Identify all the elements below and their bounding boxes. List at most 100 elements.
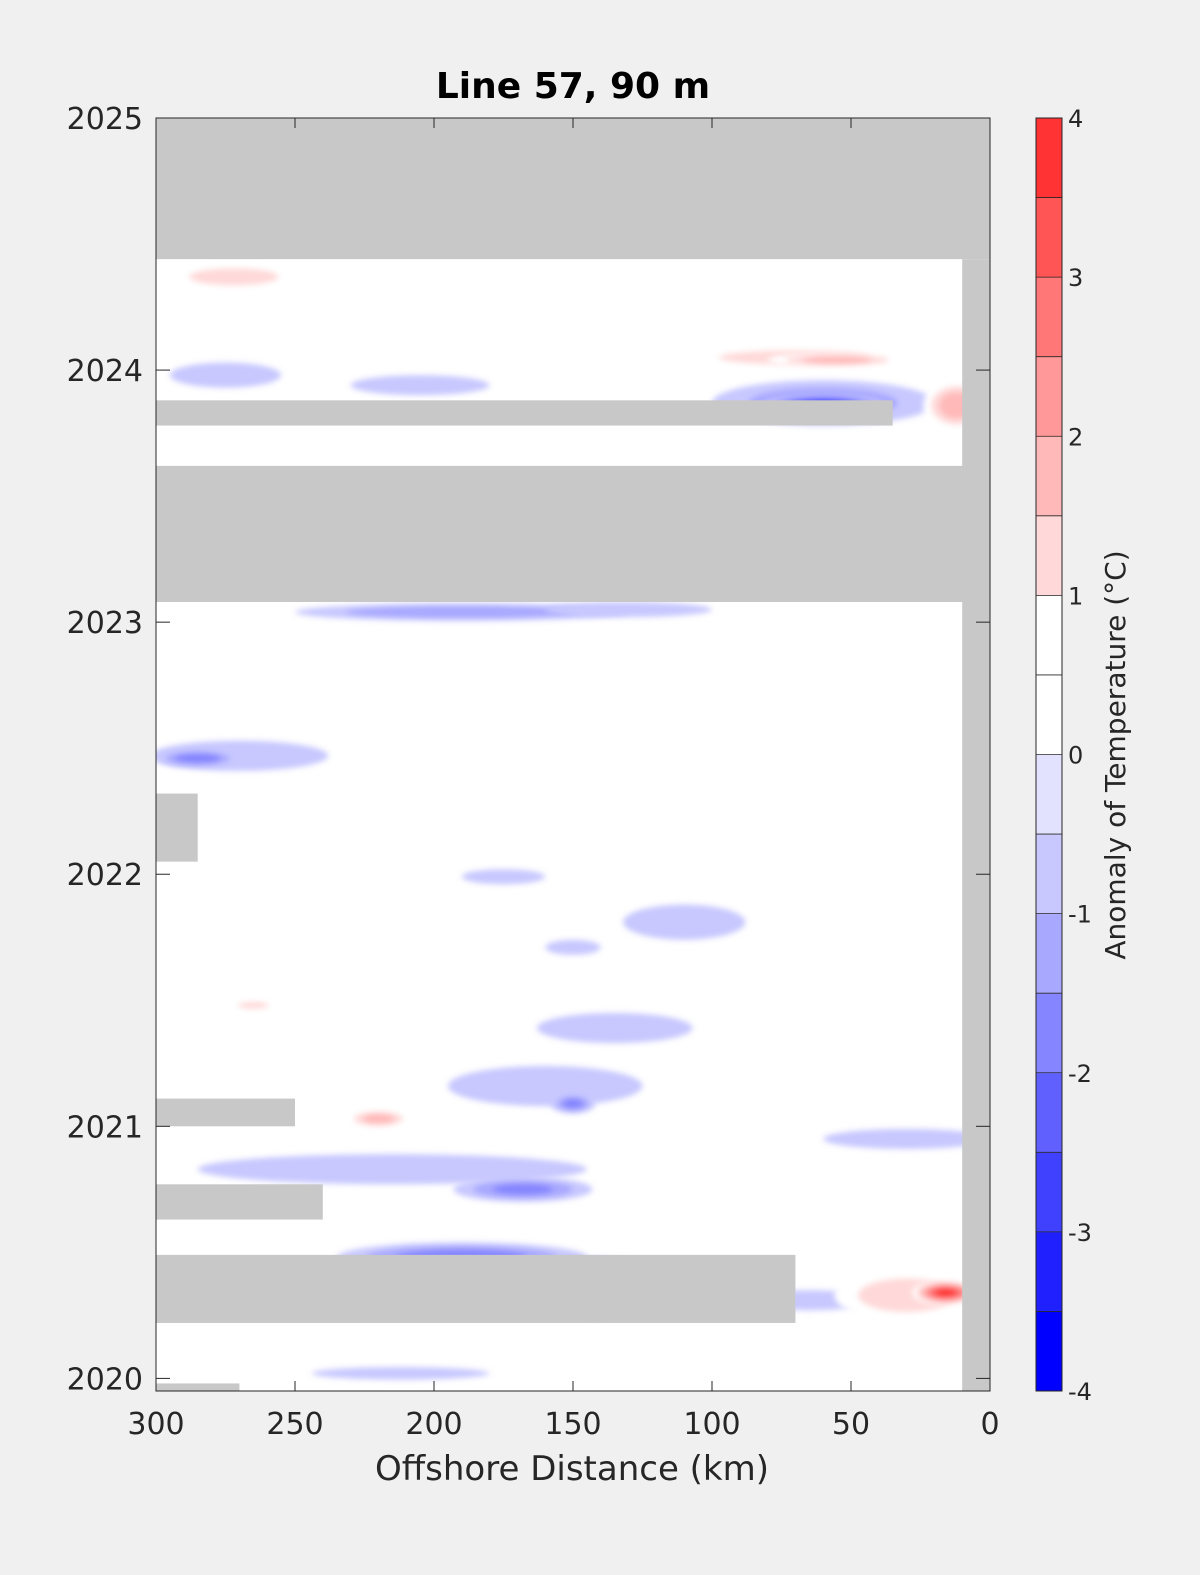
- warm-anomaly: [392, 667, 476, 688]
- x-tick-label: 150: [544, 1407, 601, 1442]
- warm-anomaly: [345, 1108, 412, 1129]
- colorbar-segment: [1036, 197, 1062, 278]
- x-tick-label: 100: [683, 1407, 740, 1442]
- no-data-region: [156, 465, 990, 602]
- no-data-region: [156, 118, 990, 260]
- contour-level: [720, 786, 815, 797]
- cold-anomaly: [295, 603, 629, 621]
- y-tick-label: 2022: [67, 858, 143, 893]
- y-tick-label: 2024: [67, 354, 143, 389]
- colorbar-label: Anomaly of Temperature (°C): [1099, 550, 1132, 959]
- colorbar-segment: [1036, 118, 1062, 199]
- x-tick-label: 0: [980, 1407, 999, 1442]
- warm-anomaly: [511, 975, 568, 986]
- warm-anomaly: [456, 634, 746, 671]
- contour-level: [456, 634, 746, 671]
- contour-level: [189, 268, 279, 286]
- colorbar-segment: [1036, 1231, 1062, 1312]
- contour-level: [350, 375, 490, 396]
- colorbar-segment: [1036, 1152, 1062, 1233]
- contour-level: [802, 356, 872, 364]
- contour-level: [156, 856, 254, 882]
- colorbar-tick-label: 4: [1068, 105, 1083, 133]
- contour-level: [392, 667, 476, 688]
- cold-anomaly: [461, 869, 546, 885]
- colorbar-segment: [1036, 913, 1062, 994]
- contour-level: [197, 995, 393, 1026]
- x-axis-label: Offshore Distance (km): [375, 1449, 769, 1489]
- contour-level: [845, 612, 968, 628]
- contour-level: [600, 672, 713, 698]
- y-tick-label: 2021: [67, 1110, 143, 1145]
- colorbar-segment: [1036, 834, 1062, 915]
- colorbar: -4 -3 -2 -1 0 1 2 3 4: [1035, 105, 1092, 1406]
- contour-level: [237, 1001, 269, 1009]
- warm-anomaly: [845, 612, 968, 628]
- no-data-regions-overlay: [156, 118, 990, 1391]
- y-tick-label: 2025: [67, 102, 143, 137]
- contour-level: [562, 1098, 584, 1109]
- y-tick-label: 2023: [67, 606, 143, 641]
- contour-level: [447, 1065, 643, 1107]
- cold-anomaly: [311, 1367, 490, 1380]
- warm-anomaly: [197, 995, 393, 1026]
- cold-anomaly: [545, 601, 712, 618]
- contour-level: [174, 753, 221, 764]
- colorbar-tick-label: -3: [1068, 1219, 1092, 1247]
- contour-level: [545, 939, 601, 955]
- warm-anomaly: [211, 798, 295, 814]
- cold-anomaly: [550, 1093, 596, 1114]
- cold-anomaly: [350, 375, 490, 396]
- warm-anomaly: [720, 786, 815, 797]
- warm-anomaly: [156, 856, 254, 882]
- contour-level: [364, 828, 448, 850]
- contour-level: [461, 869, 546, 885]
- warm-anomaly: [231, 1000, 276, 1011]
- no-data-region: [156, 400, 893, 426]
- no-data-region: [156, 793, 198, 862]
- colorbar-segment: [1036, 515, 1062, 596]
- no-data-region: [962, 259, 990, 1391]
- contour-level: [536, 1012, 693, 1044]
- contour-level: [492, 1183, 554, 1195]
- contour-level: [169, 362, 282, 388]
- colorbar-segment: [1036, 993, 1062, 1074]
- warm-anomaly: [767, 352, 907, 368]
- x-tick-label: 250: [266, 1407, 323, 1442]
- colorbar-segment: [1036, 277, 1062, 358]
- colorbar-tick-label: 2: [1068, 423, 1083, 451]
- cold-anomaly: [545, 939, 601, 955]
- contour-level: [156, 644, 212, 691]
- colorbar-segment: [1036, 1072, 1062, 1153]
- chart-title: Line 57, 90 m: [436, 66, 710, 107]
- y-tick-label: 2020: [67, 1362, 143, 1397]
- contour-level: [239, 430, 462, 456]
- colorbar-tick-label: -1: [1068, 901, 1092, 929]
- contour-level: [623, 904, 746, 940]
- warm-anomaly: [447, 342, 699, 363]
- colorbar-segment: [1036, 754, 1062, 835]
- contour-level: [197, 1154, 587, 1185]
- warm-anomaly: [545, 775, 629, 792]
- colorbar-tick-label: 3: [1068, 264, 1083, 292]
- contour-level: [447, 342, 699, 363]
- x-tick-label: 50: [832, 1407, 870, 1442]
- contour-level: [311, 1367, 490, 1380]
- warm-anomaly: [364, 828, 448, 850]
- colorbar-tick-label: -4: [1068, 1378, 1092, 1406]
- warm-anomaly: [795, 1380, 990, 1391]
- colorbar-segment: [1036, 674, 1062, 755]
- cold-anomaly: [623, 904, 746, 940]
- contour-level: [211, 798, 295, 814]
- colorbar-segment: [1036, 356, 1062, 437]
- warm-anomaly: [239, 430, 462, 456]
- contour-level: [795, 1380, 990, 1391]
- contour-level: [823, 1128, 990, 1150]
- cold-anomaly: [453, 1176, 593, 1202]
- colorbar-segment: [1036, 1311, 1062, 1392]
- colorbar-segment: [1036, 436, 1062, 517]
- contour-level: [545, 601, 712, 618]
- no-data-region: [156, 1184, 323, 1220]
- warm-anomaly: [392, 256, 587, 272]
